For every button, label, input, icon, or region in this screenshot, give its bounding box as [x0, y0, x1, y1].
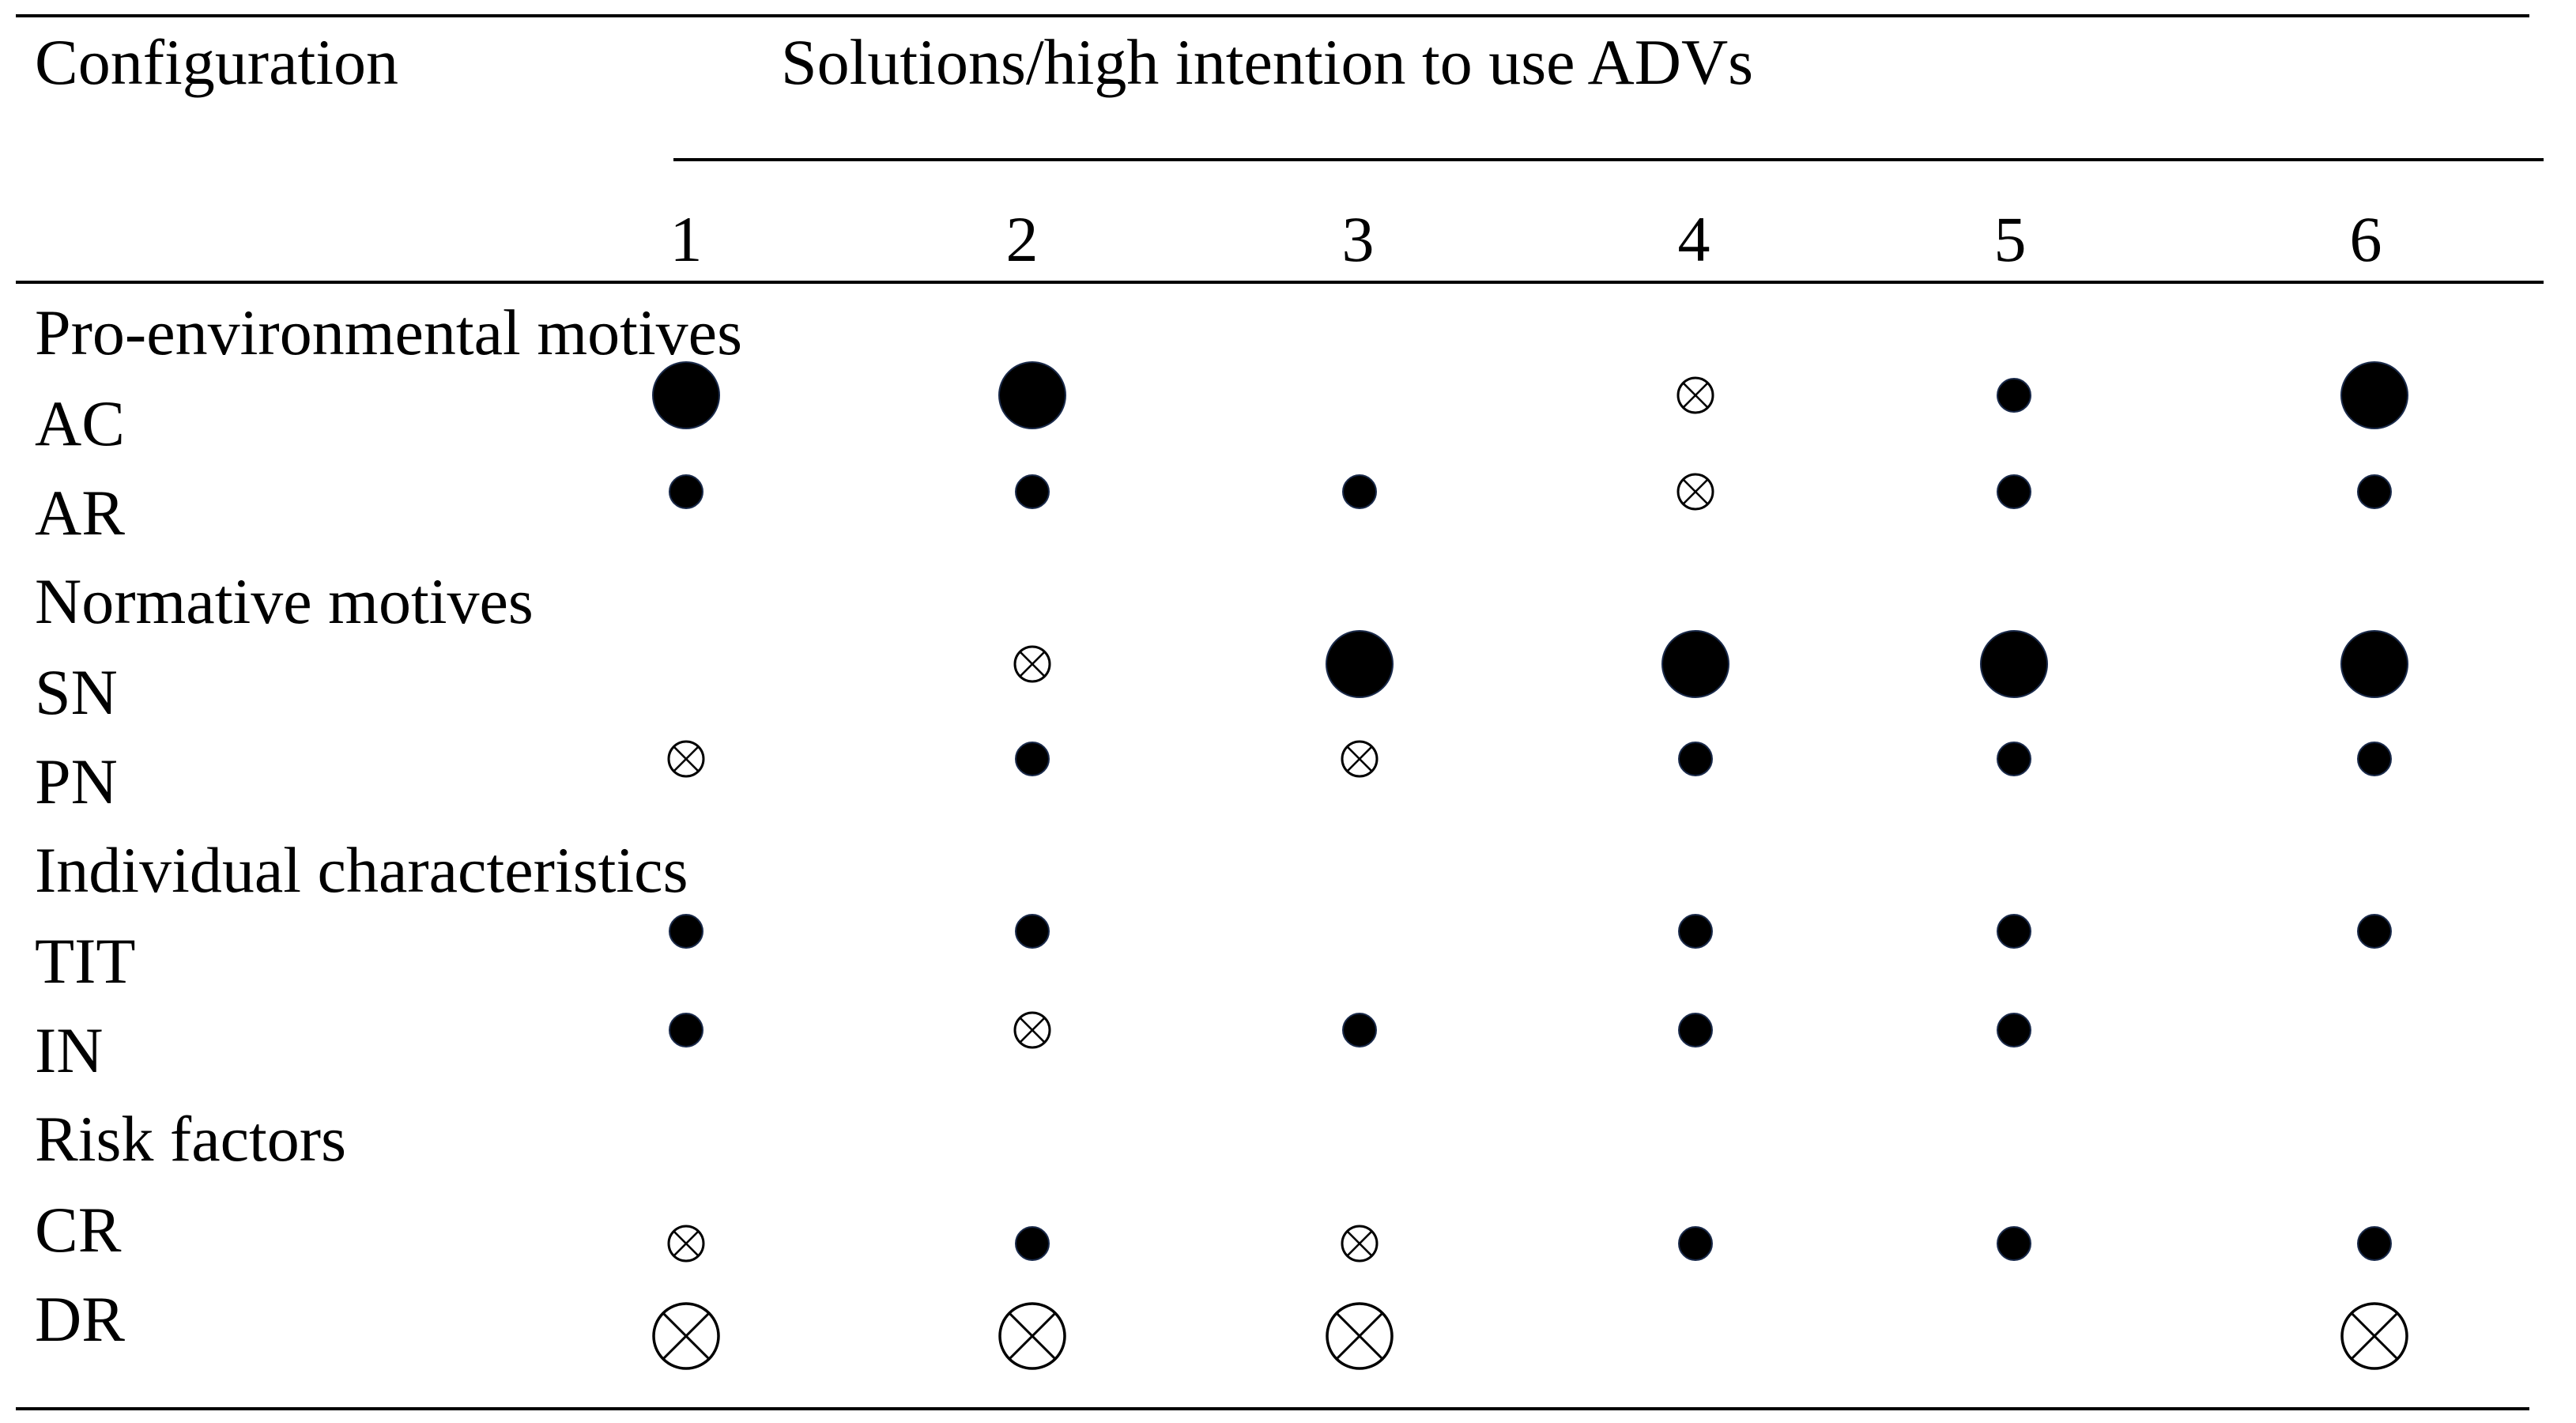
crossed-circle-icon — [1341, 1225, 1379, 1263]
filled-circle-icon — [1015, 914, 1050, 949]
crossed-circle-icon — [2340, 1302, 2408, 1370]
column-number-3: 3 — [1341, 203, 1375, 275]
column-number-2: 2 — [1005, 203, 1039, 275]
column-number-4: 4 — [1677, 203, 1710, 275]
filled-circle-icon — [1980, 630, 2048, 698]
filled-circle-icon — [2357, 474, 2392, 509]
row-label: DR — [35, 1283, 125, 1355]
filled-circle-icon — [1997, 742, 2031, 776]
section-heading: Pro-environmental motives — [35, 296, 742, 368]
filled-circle-icon — [1997, 378, 2031, 413]
filled-circle-icon — [1342, 474, 1377, 509]
crossed-circle-icon — [1013, 1011, 1051, 1049]
row-label: AR — [35, 477, 125, 549]
crossed-circle-icon — [652, 1302, 720, 1370]
crossed-circle-icon — [1676, 376, 1714, 414]
header-bottom-rule — [16, 281, 2544, 284]
solutions-header: Solutions/high intention to use ADVs — [781, 26, 1754, 98]
row-label: SN — [35, 656, 118, 728]
section-heading: Individual characteristics — [35, 834, 688, 906]
filled-circle-icon — [1015, 742, 1050, 776]
bottom-rule — [16, 1407, 2529, 1410]
filled-circle-icon — [1661, 630, 1729, 698]
crossed-circle-icon — [1326, 1302, 1394, 1370]
row-label: IN — [35, 1014, 104, 1086]
section-heading: Risk factors — [35, 1103, 346, 1175]
filled-circle-icon — [998, 361, 1066, 429]
filled-circle-icon — [652, 361, 720, 429]
filled-circle-icon — [1997, 914, 2031, 949]
filled-circle-icon — [1326, 630, 1394, 698]
column-number-1: 1 — [669, 203, 703, 275]
filled-circle-icon — [2340, 630, 2408, 698]
filled-circle-icon — [1997, 1013, 2031, 1047]
filled-circle-icon — [2340, 361, 2408, 429]
crossed-circle-icon — [998, 1302, 1066, 1370]
filled-circle-icon — [2357, 742, 2392, 776]
filled-circle-icon — [1997, 1226, 2031, 1261]
filled-circle-icon — [1678, 1226, 1713, 1261]
crossed-circle-icon — [667, 1225, 705, 1263]
row-label: PN — [35, 745, 118, 817]
filled-circle-icon — [1015, 474, 1050, 509]
filled-circle-icon — [1997, 474, 2031, 509]
configuration-header: Configuration — [35, 26, 399, 98]
filled-circle-icon — [669, 1013, 703, 1047]
row-label: AC — [35, 387, 125, 459]
solutions-underline — [673, 158, 2544, 161]
column-number-5: 5 — [1993, 203, 2027, 275]
filled-circle-icon — [1678, 1013, 1713, 1047]
row-label: CR — [35, 1194, 122, 1266]
row-label: TIT — [35, 925, 136, 997]
filled-circle-icon — [669, 474, 703, 509]
filled-circle-icon — [1342, 1013, 1377, 1047]
filled-circle-icon — [2357, 914, 2392, 949]
crossed-circle-icon — [1676, 473, 1714, 511]
filled-circle-icon — [1015, 1226, 1050, 1261]
crossed-circle-icon — [1013, 645, 1051, 683]
top-rule — [16, 14, 2529, 17]
section-heading: Normative motives — [35, 565, 534, 637]
crossed-circle-icon — [667, 740, 705, 778]
filled-circle-icon — [2357, 1226, 2392, 1261]
column-number-6: 6 — [2349, 203, 2382, 275]
filled-circle-icon — [1678, 742, 1713, 776]
crossed-circle-icon — [1341, 740, 1379, 778]
filled-circle-icon — [669, 914, 703, 949]
filled-circle-icon — [1678, 914, 1713, 949]
